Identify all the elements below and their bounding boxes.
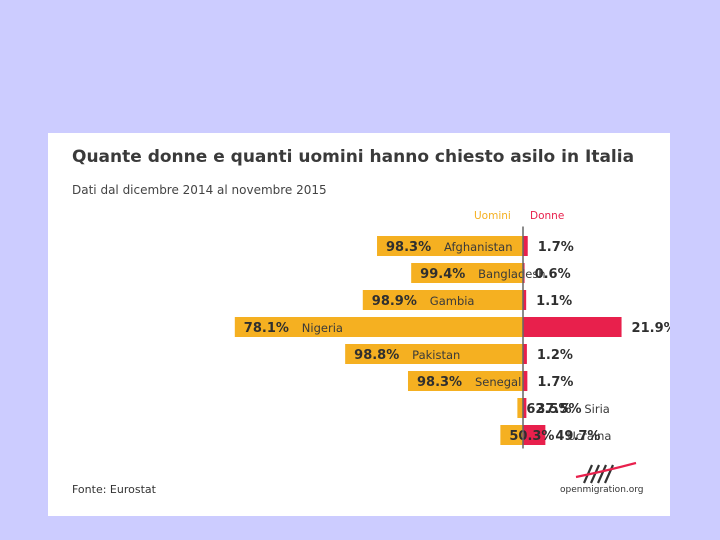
legend-men: Uomini [474, 210, 511, 222]
label-men-siria: 62.5% [526, 402, 571, 417]
label-men-ucraina: 50.3% [509, 429, 554, 444]
category-label-senegal: Senegal [475, 375, 521, 389]
legend-women: Donne [530, 210, 565, 222]
label-women-ucraina: 49.7% [555, 429, 600, 444]
category-label-pakistan: Pakistan [412, 348, 460, 362]
label-men-senegal: 98.3% [417, 375, 462, 390]
chart-subtitle: Dati dal dicembre 2014 al novembre 2015 [72, 183, 327, 197]
brand-name: openmigration.org [560, 485, 644, 495]
openmigration-logo-icon [575, 461, 637, 484]
bar-men-nigeria [234, 317, 523, 337]
bar-women-senegal [523, 371, 528, 391]
category-label-ucraina: Ucraina [567, 429, 611, 443]
bar-women-ucraina [523, 425, 546, 445]
bar-men-siria [517, 398, 523, 418]
label-women-bangladesh: 0.6% [535, 267, 571, 282]
bar-women-afghanistan [523, 236, 528, 256]
label-men-afghanistan: 98.3% [386, 240, 431, 255]
bar-women-gambia [523, 290, 527, 310]
bar-men-bangladesh [411, 263, 523, 283]
category-label-gambia: Gambia [430, 294, 475, 308]
bar-women-bangladesh [523, 263, 525, 283]
bar-women-siria [523, 398, 527, 418]
bar-men-pakistan [345, 344, 523, 364]
label-men-nigeria: 78.1% [244, 321, 289, 336]
bar-women-nigeria [523, 317, 622, 337]
category-label-afghanistan: Afghanistan [444, 240, 512, 254]
label-women-pakistan: 1.2% [537, 348, 573, 363]
label-men-gambia: 98.9% [372, 294, 417, 309]
chart-title: Quante donne e quanti uomini hanno chies… [72, 147, 635, 167]
bar-men-senegal [407, 371, 523, 391]
category-label-siria: Siria [584, 402, 609, 416]
label-women-gambia: 1.1% [536, 294, 572, 309]
label-women-nigeria: 21.9% [632, 321, 670, 336]
source-note: Fonte: Eurostat [72, 483, 156, 496]
label-women-siria: 37.5% [536, 402, 581, 417]
category-label-bangladesh: Bangladesh [478, 267, 545, 281]
label-men-pakistan: 98.8% [354, 348, 399, 363]
category-label-nigeria: Nigeria [302, 321, 343, 335]
label-women-afghanistan: 1.7% [538, 240, 574, 255]
label-men-bangladesh: 99.4% [420, 267, 465, 282]
chart-card: Quante donne e quanti uomini hanno chies… [48, 133, 670, 516]
bar-men-gambia [362, 290, 523, 310]
bar-men-afghanistan [377, 236, 523, 256]
bar-men-ucraina [500, 425, 523, 445]
bar-women-pakistan [523, 344, 527, 364]
label-women-senegal: 1.7% [537, 375, 573, 390]
